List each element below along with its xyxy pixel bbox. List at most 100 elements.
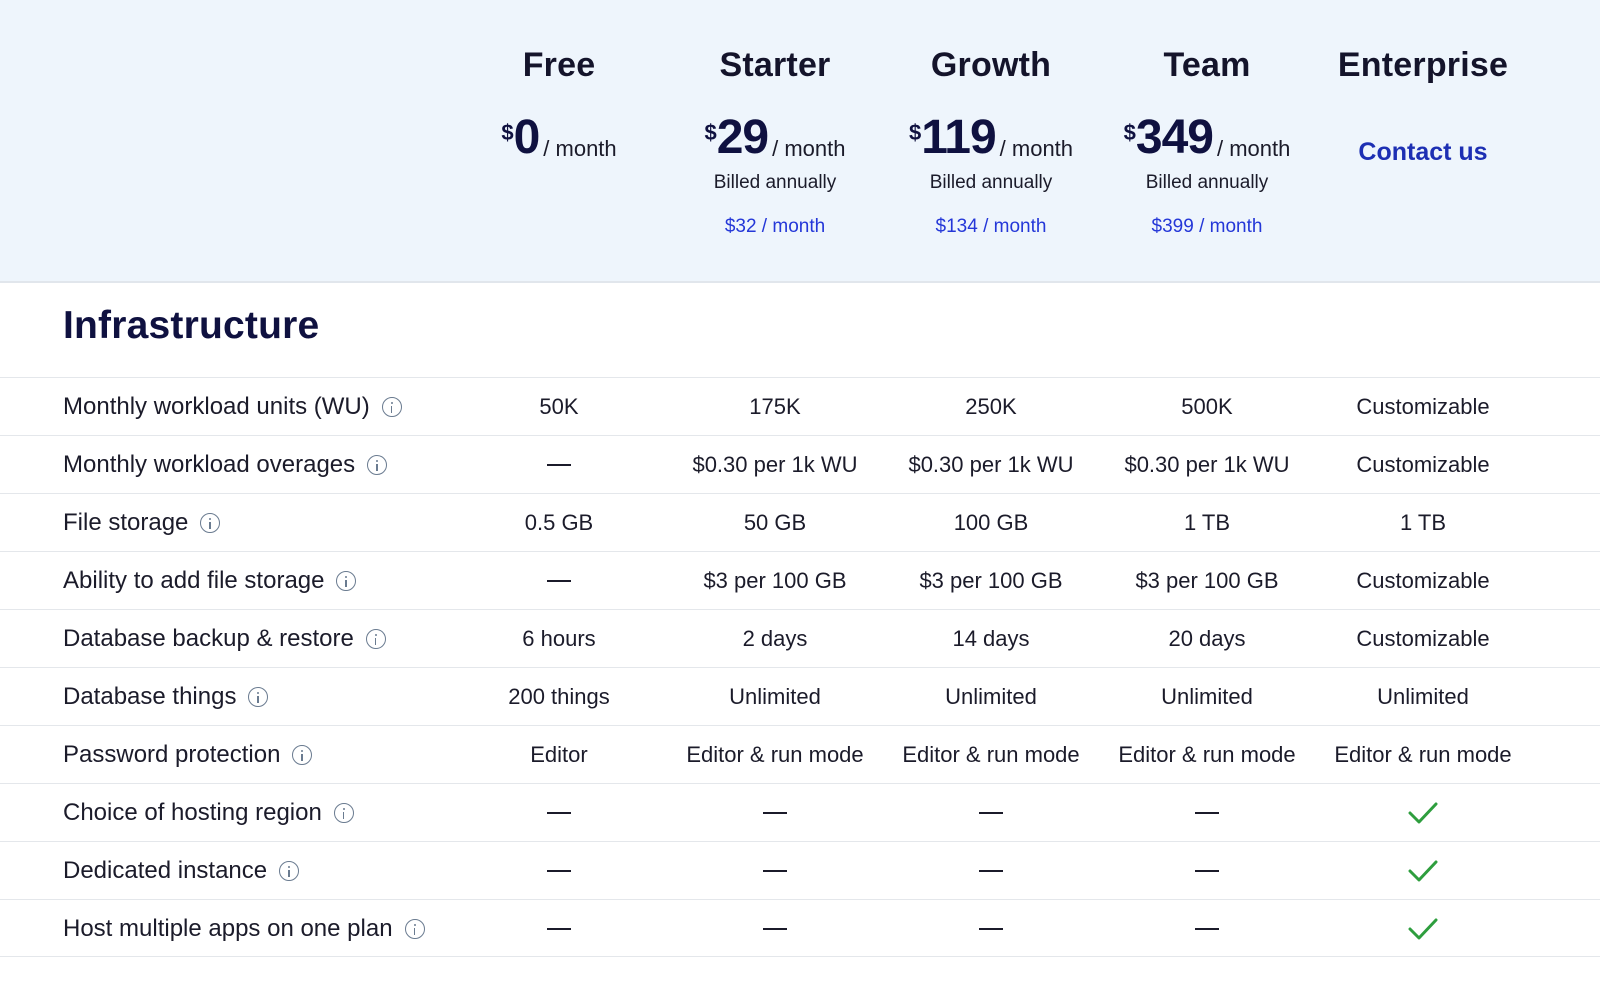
- contact-us-link[interactable]: Contact us: [1358, 138, 1488, 166]
- checkmark-icon: [1408, 917, 1438, 941]
- info-icon[interactable]: [292, 745, 313, 765]
- cell-value: $3 per 100 GB: [1135, 568, 1279, 593]
- monthly-billing-price: $399 / month: [1151, 216, 1263, 237]
- value-cell: Editor & run mode: [1099, 726, 1315, 784]
- value-cell: Unlimited: [1099, 668, 1315, 726]
- not-included-cell: [667, 784, 883, 842]
- cell-value: Editor & run mode: [902, 742, 1080, 767]
- not-included-cell: [451, 436, 667, 494]
- feature-label-cell: Database things: [63, 668, 269, 726]
- dash-icon: [1195, 812, 1219, 814]
- feature-label: Database backup & restore: [63, 625, 354, 652]
- cell-value: 50 GB: [743, 510, 807, 535]
- value-cell: Editor & run mode: [883, 726, 1099, 784]
- feature-label: Database things: [63, 683, 237, 710]
- feature-label: Host multiple apps on one plan: [63, 915, 393, 942]
- feature-label: Dedicated instance: [63, 857, 268, 884]
- value-cell: 0.5 GB: [451, 494, 667, 552]
- feature-label: Password protection: [63, 741, 281, 768]
- price-period: / month: [543, 136, 617, 161]
- not-included-cell: [883, 900, 1099, 958]
- billing-note: Billed annually: [929, 172, 1053, 193]
- cell-value: Editor: [530, 742, 588, 767]
- cell-value: Customizable: [1356, 568, 1490, 593]
- info-icon[interactable]: [200, 513, 221, 533]
- value-cell: Editor: [451, 726, 667, 784]
- pricing-header: Free $ 0 / month Starter $ 29 / month Bi…: [0, 0, 1600, 283]
- included-cell: [1315, 842, 1531, 900]
- not-included-cell: [1099, 900, 1315, 958]
- cell-value: Unlimited: [1161, 684, 1253, 709]
- cell-value: $0.30 per 1k WU: [1124, 452, 1290, 477]
- value-cell: 500K: [1099, 378, 1315, 436]
- plan-team: Team $ 349 / month Billed annually $399 …: [1099, 0, 1315, 283]
- cell-value: $0.30 per 1k WU: [692, 452, 858, 477]
- plan-price: $ 29 / month: [667, 112, 883, 164]
- value-cell: 50 GB: [667, 494, 883, 552]
- cell-value: Customizable: [1356, 626, 1490, 651]
- section-title: Infrastructure: [63, 304, 320, 347]
- info-icon[interactable]: [365, 629, 386, 649]
- price-period: / month: [1216, 136, 1291, 161]
- dash-icon: [1195, 928, 1219, 930]
- cell-value: 1 TB: [1183, 510, 1231, 535]
- plan-name: Growth: [930, 46, 1052, 84]
- price-currency: $: [501, 120, 514, 145]
- cell-value: 100 GB: [953, 510, 1029, 535]
- value-cell: Editor & run mode: [667, 726, 883, 784]
- cell-value: 175K: [749, 394, 801, 419]
- value-cell: Customizable: [1315, 436, 1531, 494]
- plan-growth: Growth $ 119 / month Billed annually $13…: [883, 0, 1099, 283]
- not-included-cell: [451, 784, 667, 842]
- info-icon[interactable]: [279, 861, 300, 881]
- price-amount: 0: [513, 111, 541, 164]
- dash-icon: [547, 812, 571, 814]
- dash-icon: [547, 464, 571, 466]
- dash-icon: [763, 928, 787, 930]
- value-cell: Customizable: [1315, 552, 1531, 610]
- value-cell: Unlimited: [667, 668, 883, 726]
- info-icon[interactable]: [404, 919, 425, 939]
- value-cell: $3 per 100 GB: [883, 552, 1099, 610]
- value-cell: Customizable: [1315, 378, 1531, 436]
- table-row: Host multiple apps on one plan: [0, 899, 1600, 957]
- not-included-cell: [667, 900, 883, 958]
- feature-label-cell: Monthly workload overages: [63, 436, 388, 494]
- plan-name: Starter: [719, 46, 831, 84]
- cell-value: 500K: [1181, 394, 1233, 419]
- billing-note: Billed annually: [1145, 172, 1269, 193]
- info-icon[interactable]: [336, 571, 357, 591]
- value-cell: Editor & run mode: [1315, 726, 1531, 784]
- plan-name: Enterprise: [1337, 46, 1509, 84]
- feature-label: Monthly workload units (WU): [63, 393, 370, 420]
- table-row: Monthly workload units (WU) 50K 175K 250K 50…: [0, 377, 1600, 435]
- value-cell: 20 days: [1099, 610, 1315, 668]
- cell-value: $0.30 per 1k WU: [908, 452, 1074, 477]
- value-cell: 14 days: [883, 610, 1099, 668]
- info-icon[interactable]: [248, 687, 269, 707]
- feature-label-cell: Database backup & restore: [63, 610, 386, 668]
- value-cell: Unlimited: [883, 668, 1099, 726]
- cell-value: 50K: [539, 394, 579, 419]
- value-cell: $0.30 per 1k WU: [667, 436, 883, 494]
- info-icon[interactable]: [381, 397, 402, 417]
- value-cell: $3 per 100 GB: [1099, 552, 1315, 610]
- dash-icon: [763, 812, 787, 814]
- plan-starter: Starter $ 29 / month Billed annually $32…: [667, 0, 883, 283]
- dash-icon: [547, 580, 571, 582]
- monthly-billing-price: $134 / month: [935, 216, 1047, 237]
- value-cell: $0.30 per 1k WU: [883, 436, 1099, 494]
- info-icon[interactable]: [333, 803, 354, 823]
- dash-icon: [763, 870, 787, 872]
- dash-icon: [547, 928, 571, 930]
- feature-label-cell: Monthly workload units (WU): [63, 378, 402, 436]
- cell-value: 6 hours: [522, 626, 596, 651]
- info-icon[interactable]: [367, 455, 388, 475]
- value-cell: 2 days: [667, 610, 883, 668]
- plan-free: Free $ 0 / month: [451, 0, 667, 283]
- value-cell: 100 GB: [883, 494, 1099, 552]
- cell-value: 250K: [965, 394, 1017, 419]
- table-row: Dedicated instance: [0, 841, 1600, 899]
- price-currency: $: [1123, 120, 1136, 145]
- monthly-billing-price: $32 / month: [724, 216, 826, 237]
